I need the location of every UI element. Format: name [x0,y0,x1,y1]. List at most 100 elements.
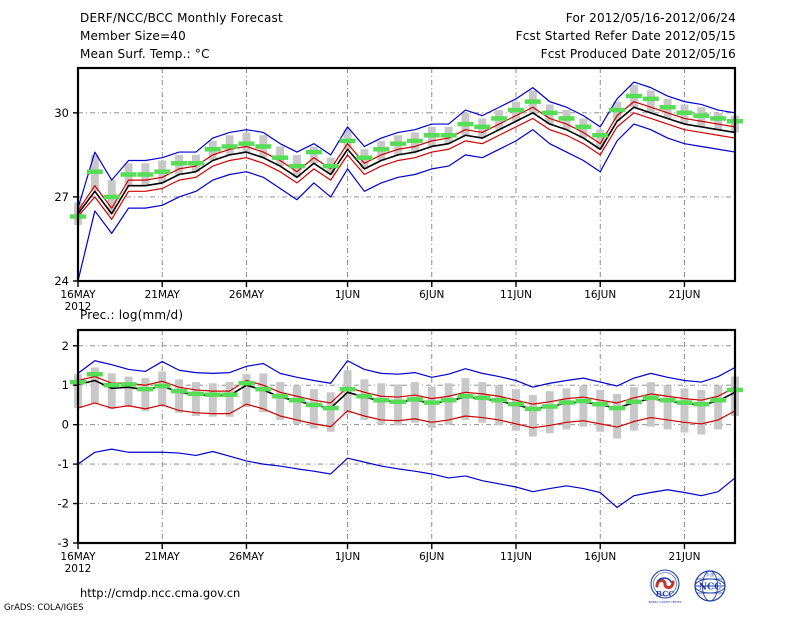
temp-spread-box [309,146,318,164]
temp-series-0 [77,81,736,209]
temp-observed-marker [120,172,137,177]
prec-spread-box [427,386,436,428]
prec-xtick-label: 16MAY [60,551,96,563]
temp-series-4 [77,123,736,282]
temp-observed-marker [423,133,440,138]
prec-spread-box [579,386,588,427]
temp-series-2 [77,106,736,215]
prec-series-3 [77,402,736,429]
temp-observed-marker [86,169,103,174]
prec-observed-marker [221,392,238,397]
temp-observed-marker [322,163,339,169]
footer-grads-credit: GrADS: COLA/IGES [4,603,84,613]
prec-spread-box [175,379,184,413]
prec-spread-box [714,385,723,430]
prec-observed-marker [558,400,575,405]
prec-spread-box [191,382,200,416]
prec-spread-box [562,388,571,430]
prec-ytick-label: -1 [58,457,69,471]
prec-spread-box [158,371,167,406]
prec-xtick-label: 26MAY [229,551,265,563]
prec-spread-box [259,373,268,413]
temp-plot-frame [76,66,737,283]
prec-observed-marker [120,382,137,387]
prec-observed-marker [491,397,508,403]
temp-observed-marker [491,116,508,121]
prec-series-0 [77,360,736,388]
temp-spread-box [646,90,655,113]
svg-text:BEIJING CLIMATE CENTER: BEIJING CLIMATE CENTER [649,600,682,604]
prec-observed-marker [339,386,356,392]
prec-observed-marker [440,397,457,403]
prec-spread-box [478,382,487,423]
temp-observed-marker [642,96,659,102]
prec-spread-box [276,382,285,420]
temp-xtick-label: 16MAY [60,289,96,301]
prec-spread-box [495,385,504,426]
prec-plot-frame [76,328,737,545]
header-produced-date: Fcst Produced Date 2012/05/16 [540,47,736,61]
prec-observed-marker [457,394,474,399]
header-refer-date: Fcst Started Refer Date 2012/05/15 [515,29,736,43]
prec-series-2 [77,379,736,410]
temp-xtick-label: 16JUN [584,289,616,301]
temp-observed-marker [524,99,541,104]
temp-xtick-label: 21MAY [145,289,181,301]
temp-observed-marker [187,161,204,166]
prec-observed-marker [356,394,373,399]
prec-ytick-label: 2 [62,339,69,353]
prec-observed-marker [423,400,440,405]
prec-observed-marker [255,386,272,392]
prec-observed-marker [524,406,541,412]
temp-observed-marker [693,113,710,118]
prec-observed-marker [541,404,558,409]
prec-spread-box [394,384,403,426]
temp-observed-marker [356,155,373,160]
prec-spread-box [596,389,605,432]
prec-xtick-label: 21JUN [668,551,700,563]
temp-series-3 [77,112,736,220]
prec-observed-marker [137,386,154,392]
prec-observed-marker [204,392,221,397]
temp-xtick-label: 11JUN [500,289,532,301]
prec-spread-box [461,378,470,420]
prec-observed-marker [86,371,103,377]
temp-observed-marker [204,147,221,152]
prec-observed-marker [103,382,120,388]
prec-observed-marker [171,388,188,394]
temp-xtick-label: 6JUN [419,289,444,301]
footer-url[interactable]: http://cmdp.ncc.cma.gov.cn [80,586,241,600]
prec-observed-marker [659,397,676,403]
temp-x-year-label: 2012 [65,301,92,313]
temp-observed-marker [676,110,693,116]
temp-observed-marker [457,121,474,127]
prec-spread-box [410,382,419,423]
prec-observed-marker [625,399,642,405]
temp-observed-marker [339,138,356,144]
temp-observed-marker [558,116,575,121]
temp-spread-box [596,129,605,150]
prec-spread-box [107,373,116,409]
prec-ytick-label: -2 [58,497,69,511]
prec-observed-marker [373,397,390,403]
temp-observed-marker [440,133,457,138]
prec-observed-marker [238,381,255,386]
prec-spread-box [377,383,386,425]
prec-x-year-label: 2012 [65,563,92,575]
temp-series-1 [77,101,736,212]
prec-observed-marker [642,395,659,401]
temp-spread-box [714,112,723,130]
temp-observed-marker [221,144,238,149]
temp-observed-marker [710,116,727,121]
prec-observed-marker [187,391,204,397]
temp-observed-marker [659,104,676,110]
prec-xtick-label: 6JUN [419,551,444,563]
header-variable-label: Mean Surf. Temp.: °C [80,47,210,61]
temp-observed-marker [406,138,423,144]
prec-spread-box [613,393,622,439]
temp-observed-marker [541,110,558,116]
prec-observed-marker [305,402,322,408]
prec-observed-marker [693,401,710,407]
prec-ytick-label: -3 [58,536,69,550]
